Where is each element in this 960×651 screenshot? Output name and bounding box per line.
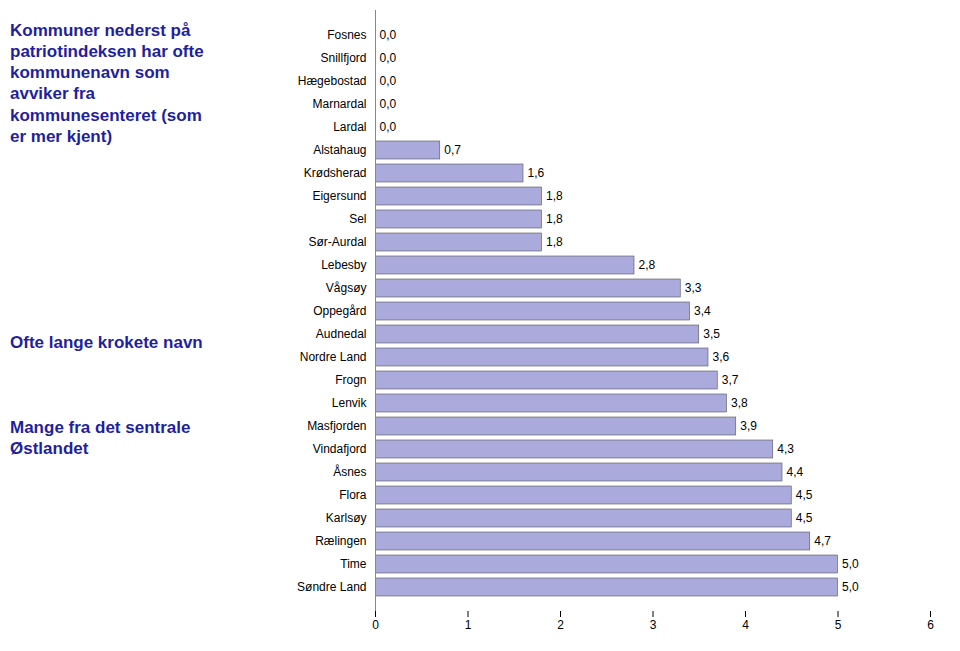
- svg-text:5,0: 5,0: [842, 557, 859, 571]
- svg-text:5: 5: [835, 618, 842, 632]
- svg-text:Marnardal: Marnardal: [312, 97, 366, 111]
- svg-text:Karlsøy: Karlsøy: [326, 511, 367, 525]
- svg-text:1,6: 1,6: [528, 166, 545, 180]
- html-text:Mange fra det sentrale Østland: Mange fra det sentrale Østlandet: [10, 417, 191, 458]
- svg-text:1: 1: [465, 618, 472, 632]
- svg-text:Nordre Land: Nordre Land: [300, 350, 367, 364]
- svg-text:4,7: 4,7: [814, 534, 831, 548]
- svg-text:5,0: 5,0: [842, 580, 859, 594]
- svg-text:Åsnes: Åsnes: [333, 464, 366, 479]
- svg-text:3,9: 3,9: [740, 419, 757, 433]
- svg-text:Rælingen: Rælingen: [315, 534, 366, 548]
- svg-text:Krødsherad: Krødsherad: [304, 166, 367, 180]
- svg-text:Snillfjord: Snillfjord: [320, 51, 366, 65]
- svg-text:Lebesby: Lebesby: [321, 258, 366, 272]
- svg-text:0,0: 0,0: [380, 97, 397, 111]
- svg-text:0,0: 0,0: [380, 74, 397, 88]
- svg-text:3,5: 3,5: [703, 327, 720, 341]
- svg-text:1,8: 1,8: [546, 235, 563, 249]
- svg-text:0: 0: [372, 618, 379, 632]
- svg-text:4: 4: [742, 618, 749, 632]
- svg-text:Fosnes: Fosnes: [327, 28, 366, 42]
- svg-text:0,0: 0,0: [380, 51, 397, 65]
- svg-text:Søndre Land: Søndre Land: [297, 580, 366, 594]
- svg-text:Time: Time: [340, 557, 367, 571]
- svg-text:Masfjorden: Masfjorden: [307, 419, 366, 433]
- svg-text:0,0: 0,0: [380, 28, 397, 42]
- html-text:Kommuner nederst på patriotind: Kommuner nederst på patriotindeksen har …: [10, 20, 204, 146]
- svg-text:Frogn: Frogn: [335, 373, 366, 387]
- svg-text:Vindafjord: Vindafjord: [313, 442, 367, 456]
- svg-text:Alstahaug: Alstahaug: [313, 143, 366, 157]
- svg-text:2,8: 2,8: [639, 258, 656, 272]
- svg-text:Lenvik: Lenvik: [332, 396, 368, 410]
- svg-text:Sør-Aurdal: Sør-Aurdal: [308, 235, 366, 249]
- svg-text:Sel: Sel: [349, 212, 366, 226]
- svg-text:Lardal: Lardal: [333, 120, 366, 134]
- svg-text:3,7: 3,7: [722, 373, 739, 387]
- svg-text:1,8: 1,8: [546, 189, 563, 203]
- svg-text:Vågsøy: Vågsøy: [326, 281, 367, 295]
- svg-text:3,8: 3,8: [731, 396, 748, 410]
- svg-text:Oppegård: Oppegård: [313, 304, 366, 318]
- svg-text:6: 6: [927, 618, 934, 632]
- svg-text:4,5: 4,5: [796, 511, 813, 525]
- svg-text:Eigersund: Eigersund: [312, 189, 366, 203]
- svg-text:3: 3: [650, 618, 657, 632]
- svg-text:4,3: 4,3: [777, 442, 794, 456]
- html-text:Ofte lange krokete navn: Ofte lange krokete navn: [10, 333, 203, 352]
- svg-text:4,5: 4,5: [796, 488, 813, 502]
- svg-text:3,4: 3,4: [694, 304, 711, 318]
- svg-text:Flora: Flora: [339, 488, 367, 502]
- svg-text:3,6: 3,6: [713, 350, 730, 364]
- svg-text:0,0: 0,0: [380, 120, 397, 134]
- svg-text:0,7: 0,7: [444, 143, 461, 157]
- svg-text:3,3: 3,3: [685, 281, 702, 295]
- svg-text:Hægebostad: Hægebostad: [298, 74, 367, 88]
- svg-text:2: 2: [557, 618, 564, 632]
- svg-text:4,4: 4,4: [787, 465, 804, 479]
- svg-text:1,8: 1,8: [546, 212, 563, 226]
- svg-text:Audnedal: Audnedal: [316, 327, 367, 341]
